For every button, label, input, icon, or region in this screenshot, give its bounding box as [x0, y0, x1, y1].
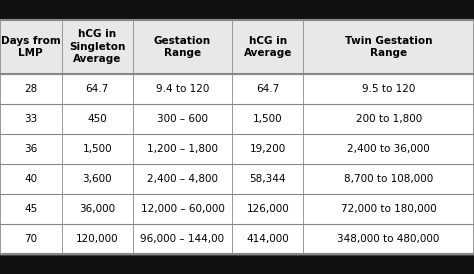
- Text: hCG in
Singleton
Average: hCG in Singleton Average: [69, 29, 125, 64]
- Text: 19,200: 19,200: [250, 144, 286, 154]
- Text: 300 – 600: 300 – 600: [157, 114, 208, 124]
- Text: Days from
LMP: Days from LMP: [1, 36, 61, 58]
- Text: 33: 33: [24, 114, 37, 124]
- Text: 36: 36: [24, 144, 37, 154]
- Text: 1,500: 1,500: [82, 144, 112, 154]
- Text: 348,000 to 480,000: 348,000 to 480,000: [337, 234, 440, 244]
- Text: 64.7: 64.7: [85, 84, 109, 94]
- Text: 36,000: 36,000: [79, 204, 115, 214]
- Text: Gestation
Range: Gestation Range: [154, 36, 211, 58]
- Text: 2,400 – 4,800: 2,400 – 4,800: [147, 174, 218, 184]
- Bar: [0, 254, 474, 274]
- Bar: [0, 20, 474, 74]
- Text: 70: 70: [24, 234, 37, 244]
- Text: 64.7: 64.7: [256, 84, 280, 94]
- Text: 96,000 – 144,00: 96,000 – 144,00: [140, 234, 225, 244]
- Text: 1,200 – 1,800: 1,200 – 1,800: [147, 144, 218, 154]
- Text: 1,500: 1,500: [253, 114, 283, 124]
- Text: 28: 28: [24, 84, 37, 94]
- Text: 414,000: 414,000: [246, 234, 289, 244]
- Text: 9.5 to 120: 9.5 to 120: [362, 84, 415, 94]
- Bar: [0, 0, 474, 20]
- Text: 45: 45: [24, 204, 37, 214]
- Text: 12,000 – 60,000: 12,000 – 60,000: [141, 204, 224, 214]
- Text: 9.4 to 120: 9.4 to 120: [156, 84, 209, 94]
- Text: 58,344: 58,344: [249, 174, 286, 184]
- Text: 200 to 1,800: 200 to 1,800: [356, 114, 422, 124]
- Text: 40: 40: [24, 174, 37, 184]
- Text: 126,000: 126,000: [246, 204, 289, 214]
- Text: 2,400 to 36,000: 2,400 to 36,000: [347, 144, 430, 154]
- Text: Twin Gestation
Range: Twin Gestation Range: [345, 36, 432, 58]
- Text: 120,000: 120,000: [76, 234, 118, 244]
- Bar: [0, 20, 474, 254]
- Text: 72,000 to 180,000: 72,000 to 180,000: [341, 204, 437, 214]
- Text: 8,700 to 108,000: 8,700 to 108,000: [344, 174, 433, 184]
- Text: hCG in
Average: hCG in Average: [244, 36, 292, 58]
- Text: 450: 450: [87, 114, 107, 124]
- Text: 3,600: 3,600: [82, 174, 112, 184]
